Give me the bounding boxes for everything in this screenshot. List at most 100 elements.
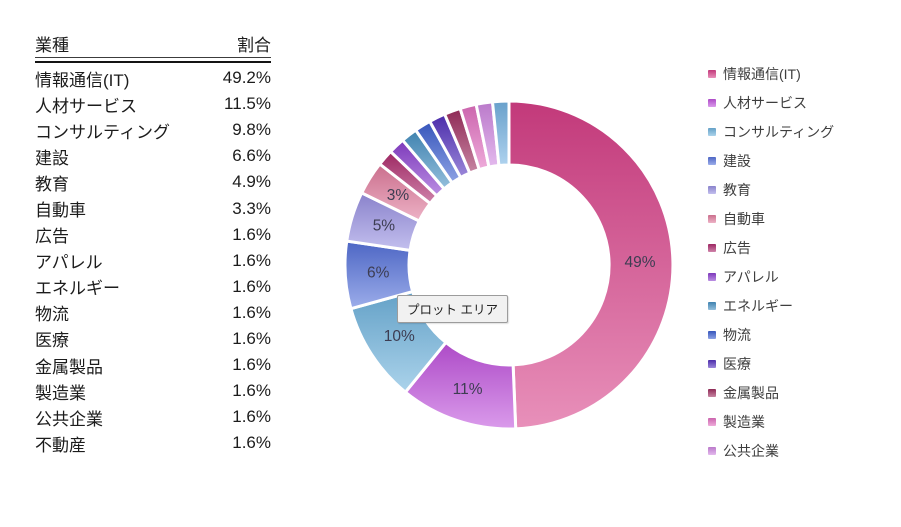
legend-swatch-icon [708,69,716,78]
table-row: 不動産 1.6% [35,430,271,456]
legend-item[interactable]: エネルギー [708,291,834,320]
row-industry: 情報通信(IT) [35,70,130,90]
row-industry: 広告 [35,227,69,247]
legend-swatch-icon [708,359,716,368]
legend-label: エネルギー [723,297,793,314]
legend-label: 教育 [723,181,751,198]
legend-swatch-icon [708,127,716,136]
legend-label: 人材サービス [723,94,807,111]
legend-label: 金属製品 [723,384,779,401]
row-share: 1.6% [232,250,271,270]
table-header: 業種 割合 [35,36,271,58]
slice-label-4: 5% [373,218,396,235]
table-row: 製造業 1.6% [35,378,271,404]
row-industry: 建設 [35,148,69,168]
table-header-share: 割合 [237,36,271,55]
legend-swatch-icon [708,330,716,339]
row-share: 11.5% [224,94,271,114]
legend-item[interactable]: 物流 [708,320,834,349]
legend-label: アパレル [723,268,779,285]
row-share: 1.6% [232,433,271,453]
legend-swatch-icon [708,272,716,281]
legend-swatch-icon [708,185,716,194]
legend-item[interactable]: 建設 [708,146,834,175]
legend-label: 情報通信(IT) [723,65,801,82]
table-row: エネルギー 1.6% [35,274,271,300]
table-row: 自動車 3.3% [35,195,271,221]
pie-slice-14[interactable] [490,99,511,168]
row-industry: 製造業 [35,383,86,403]
slice-label-1: 11% [453,381,483,398]
row-industry: 物流 [35,305,69,325]
plot-area-tooltip: プロット エリア [397,295,508,323]
legend-label: 医療 [723,355,751,372]
legend-item[interactable]: 公共企業 [708,436,834,465]
row-share: 9.8% [232,120,271,140]
legend-item[interactable]: 教育 [708,175,834,204]
table-row: アパレル 1.6% [35,248,271,274]
legend-label: 物流 [723,326,751,343]
legend-swatch-icon [708,98,716,107]
row-share: 49.2% [222,68,271,88]
legend-item[interactable]: 金属製品 [708,378,834,407]
row-share: 1.6% [232,381,271,401]
row-share: 3.3% [232,198,271,218]
row-share: 1.6% [232,302,271,322]
row-industry: 金属製品 [35,357,103,377]
legend-swatch-icon [708,301,716,310]
table-body: 情報通信(IT) 49.2% 人材サービス 11.5% コンサルティング 9.8% 建設 6.… [35,65,271,456]
row-industry: 人材サービス [35,96,137,116]
legend-swatch-icon [708,417,716,426]
legend-item[interactable]: 情報通信(IT) [708,59,834,88]
table-row: 医療 1.6% [35,326,271,352]
table-header-industry: 業種 [35,36,69,55]
donut-chart[interactable]: 49% 11% 10% 6% 5% 3% [334,90,684,440]
legend-item[interactable]: 医療 [708,349,834,378]
row-industry: 公共企業 [35,409,103,429]
legend-label: 公共企業 [723,442,779,459]
pie-slice-0[interactable] [507,99,675,431]
slice-label-5: 3% [387,187,410,204]
row-industry: エネルギー [35,279,120,299]
table-row: 教育 4.9% [35,169,271,195]
row-industry: 医療 [35,331,69,351]
legend-swatch-icon [708,156,716,165]
slice-label-0: 49% [624,254,655,271]
legend-item[interactable]: 広告 [708,233,834,262]
table-row: 金属製品 1.6% [35,352,271,378]
industry-table: 業種 割合 情報通信(IT) 49.2% 人材サービス 11.5% コンサルティング 9.… [35,36,271,456]
legend-swatch-icon [708,446,716,455]
tooltip-text: プロット エリア [407,303,498,317]
legend-label: 製造業 [723,413,765,430]
table-header-divider [35,61,271,63]
legend-item[interactable]: 人材サービス [708,88,834,117]
legend-item[interactable]: 自動車 [708,204,834,233]
table-row: 公共企業 1.6% [35,404,271,430]
row-industry: アパレル [35,253,103,273]
legend-swatch-icon [708,388,716,397]
legend-swatch-icon [708,214,716,223]
legend-item[interactable]: アパレル [708,262,834,291]
row-share: 1.6% [232,407,271,427]
table-row: コンサルティング 9.8% [35,117,271,143]
row-industry: コンサルティング [35,122,170,142]
slice-label-2: 10% [384,328,415,345]
row-share: 1.6% [232,276,271,296]
row-industry: 自動車 [35,201,86,221]
slice-label-3: 6% [367,265,390,282]
table-row: 物流 1.6% [35,300,271,326]
row-share: 6.6% [232,146,271,166]
legend-label: 広告 [723,239,751,256]
row-share: 4.9% [232,172,271,192]
row-share: 1.6% [232,355,271,375]
legend-swatch-icon [708,243,716,252]
chart-legend: 情報通信(IT) 人材サービスコンサルティング建設教育自動車広告アパレルエネルギー… [708,59,834,465]
table-row: 建設 6.6% [35,143,271,169]
legend-label: コンサルティング [723,123,835,140]
table-row: 広告 1.6% [35,222,271,248]
legend-item[interactable]: 製造業 [708,407,834,436]
legend-item[interactable]: コンサルティング [708,117,834,146]
row-share: 1.6% [232,328,271,348]
row-industry: 不動産 [35,435,86,455]
